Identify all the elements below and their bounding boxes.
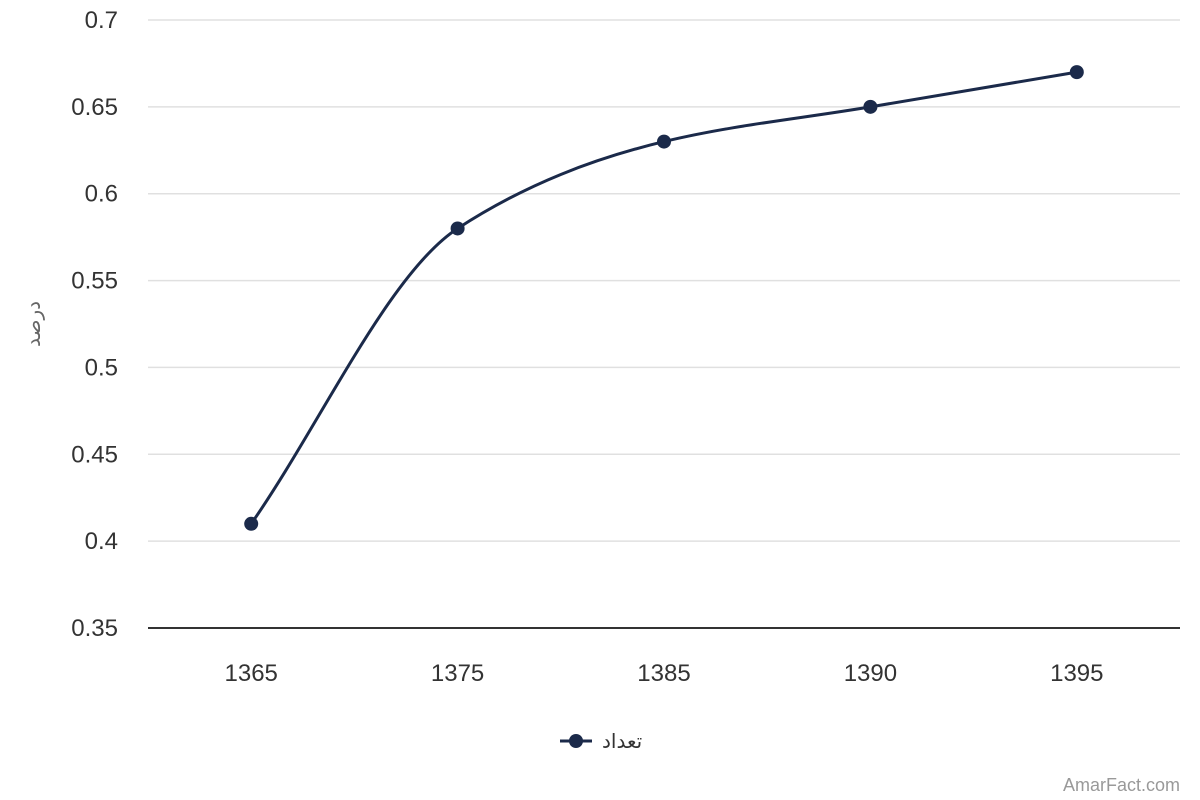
x-tick-label: 1375 — [431, 660, 484, 687]
y-tick-label: 0.45 — [71, 441, 118, 468]
y-tick-label: 0.6 — [85, 181, 118, 208]
x-tick-label: 1365 — [225, 660, 278, 687]
x-tick-label: 1390 — [844, 660, 897, 687]
x-axis-ticks: 1365 1375 1385 1390 1395 — [225, 660, 1104, 687]
x-tick-label: 1385 — [637, 660, 690, 687]
y-tick-label: 0.5 — [85, 354, 118, 381]
legend-label: تعداد — [602, 729, 642, 753]
legend-point-marker — [569, 734, 583, 748]
y-tick-label: 0.55 — [71, 268, 118, 295]
y-tick-label: 0.65 — [71, 94, 118, 121]
data-point[interactable] — [244, 516, 259, 531]
credit-text[interactable]: AmarFact.com — [1063, 775, 1180, 795]
data-points — [244, 65, 1084, 531]
y-tick-label: 0.35 — [71, 615, 118, 642]
series-line — [249, 70, 1078, 525]
y-axis-title: درصد — [21, 301, 45, 347]
data-point[interactable] — [1069, 65, 1084, 80]
data-point[interactable] — [863, 99, 878, 114]
y-tick-label: 0.4 — [85, 528, 118, 555]
y-axis-ticks: 0.35 0.4 0.45 0.5 0.55 0.6 0.65 0.7 — [71, 7, 118, 642]
data-point[interactable] — [450, 221, 465, 236]
legend[interactable]: تعداد — [560, 729, 642, 753]
y-tick-label: 0.7 — [85, 7, 118, 34]
x-tick-label: 1395 — [1050, 660, 1103, 687]
gridlines — [148, 19, 1180, 542]
data-point[interactable] — [657, 134, 671, 149]
